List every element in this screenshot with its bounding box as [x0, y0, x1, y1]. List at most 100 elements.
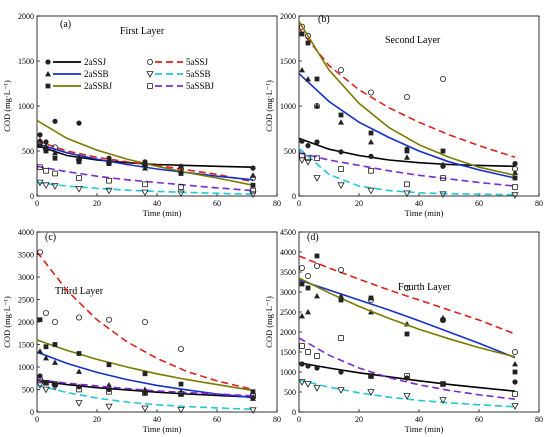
panel-tag: (b) [318, 14, 330, 25]
x-axis-title: Time (min) [405, 424, 444, 434]
data-point-5assb [298, 379, 306, 386]
legend-marker-2assbj [45, 83, 51, 89]
fit-line-2assb [298, 73, 516, 179]
data-point-5assb [51, 183, 59, 190]
fit-line-2assbj [298, 277, 516, 358]
data-point-2assbj [43, 148, 49, 154]
fit-line-2assb [36, 351, 254, 399]
data-point-5assb [403, 190, 411, 198]
data-point-2assb [43, 143, 49, 149]
data-point-5assj [52, 318, 59, 325]
data-point-2assbj [404, 148, 410, 154]
y-tick-label: 500 [22, 147, 34, 156]
legend-marker-5assj [146, 59, 153, 66]
data-point-5assb [298, 157, 306, 164]
data-point-2assb [299, 313, 305, 319]
fit-line-2assj [36, 379, 254, 398]
series-5assj [298, 23, 519, 172]
data-point-5assbj [512, 391, 518, 397]
data-point-2assbj [250, 389, 256, 395]
series-5assb [298, 379, 519, 410]
data-point-2assbj [76, 351, 82, 356]
data-point-5assbj [52, 170, 58, 177]
data-point-2assj [305, 143, 311, 149]
series-5assbj [36, 164, 256, 194]
data-point-5assb [313, 385, 321, 392]
y-tick-label: 500 [284, 388, 296, 397]
data-point-5assbj [37, 164, 43, 171]
data-point-5assj [512, 348, 519, 355]
series-2assj [36, 373, 256, 401]
data-point-5assb [51, 383, 59, 391]
y-tick-label: 3000 [18, 273, 34, 282]
fit-line-5assj [298, 28, 516, 159]
y-tick-label: 4500 [280, 228, 296, 237]
legend-label-2assb: 2aSSB [84, 69, 109, 79]
data-point-5assb [42, 386, 50, 394]
y-tick-label: 3500 [18, 251, 34, 260]
fit-line-5assj [36, 251, 254, 391]
panel-title: Third Layer [55, 286, 104, 297]
x-axis-title: Time (min) [143, 424, 182, 434]
x-tick-label: 20 [93, 199, 101, 208]
data-point-5assb [75, 185, 83, 193]
data-point-5assj [304, 32, 311, 39]
data-point-2assj [338, 369, 344, 375]
data-point-5assbj [314, 155, 320, 162]
data-point-2assbj [250, 182, 256, 188]
y-tick-label: 0 [30, 408, 34, 417]
data-point-5assbj [299, 343, 305, 349]
data-point-2assb [338, 119, 344, 125]
data-point-2assb [76, 368, 82, 374]
data-point-5assj [37, 249, 44, 256]
y-tick-label: 1500 [280, 57, 296, 66]
data-point-5assbj [178, 391, 184, 397]
plot-frame [298, 231, 540, 413]
x-tick-label: 80 [535, 415, 543, 424]
data-point-5assb [177, 190, 185, 198]
data-point-2assbj [512, 369, 518, 375]
legend-item-5assj: 5aSSJ [146, 57, 209, 67]
data-point-5assbj [142, 390, 148, 396]
data-point-2assb [305, 76, 311, 82]
x-tick-label: 60 [213, 199, 221, 208]
x-tick-label: 60 [213, 415, 221, 424]
y-tick-label: 1500 [18, 341, 34, 350]
data-point-5assbj [106, 177, 112, 184]
data-point-2assb [43, 355, 49, 361]
data-point-5assb [337, 387, 345, 394]
data-point-5assbj [43, 379, 49, 386]
data-point-2assj [512, 161, 518, 167]
data-point-2assbj [142, 162, 148, 167]
fit-line-5assb [298, 379, 516, 408]
data-point-2assbj [106, 362, 112, 368]
series-5assbj [298, 335, 518, 400]
y-tick-label: 4000 [280, 248, 296, 257]
x-tick-label: 80 [273, 199, 281, 208]
fit-line-2assj [36, 144, 254, 168]
chart-panel-4: 0 20 40 60 80 0 500 1000 1500 2000 2500 3000 3500 400… [264, 228, 543, 434]
series-2assj [36, 118, 256, 171]
fit-line-5assbj [298, 337, 516, 400]
data-point-2assb [37, 137, 43, 143]
data-point-5assbj [250, 187, 256, 194]
fit-line-5assbj [36, 378, 254, 397]
data-point-5assb [141, 405, 149, 413]
data-point-2assbj [314, 253, 320, 259]
data-point-2assj [43, 139, 49, 145]
data-point-2assbj [404, 331, 410, 337]
x-axis-title: Time (min) [405, 208, 444, 218]
series-2assbj [298, 20, 518, 181]
data-point-2assj [37, 132, 43, 138]
chart-panel-3: 0 20 40 60 80 0 500 1000 1500 2000 2500 3000 3500 400… [2, 228, 281, 434]
data-point-5assj [439, 76, 446, 83]
legend-item-5assb: 5aSSB [146, 69, 211, 79]
data-point-5assb [105, 187, 113, 195]
legend-item-2assbj: 2aSSBJ [45, 81, 113, 91]
data-point-2assb [440, 161, 446, 167]
y-tick-label: 500 [284, 147, 296, 156]
data-point-5assbj [305, 155, 311, 162]
y-tick-label: 1500 [18, 57, 34, 66]
data-point-5assb [313, 175, 321, 182]
x-tick-label: 40 [153, 415, 161, 424]
